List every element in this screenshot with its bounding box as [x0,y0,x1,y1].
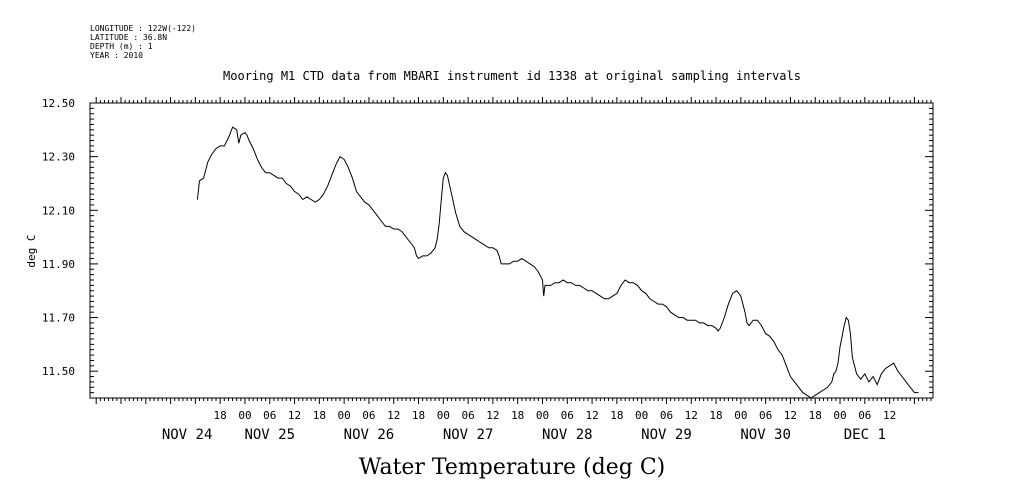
x-axis: 18 00 06 12 18 00 06 12 18 00 06 12 18 00 06 12 18 00 06 12… [95,97,932,443]
x-hour-label: 12 [685,409,698,422]
x-day-label: NOV 25 [244,427,295,443]
x-hour-label: 06 [858,409,871,422]
x-hour-label: 00 [734,409,747,422]
longitude-text: LONGITUDE : 122W(-122) [90,24,196,33]
x-day-label: NOV 27 [443,427,494,443]
x-hour-label: 12 [486,409,499,422]
metadata-block: LONGITUDE : 122W(-122) LATITUDE : 36.8N … [90,24,196,60]
plot-frame [89,102,934,399]
x-hour-label: 06 [759,409,772,422]
x-hour-label: 00 [833,409,846,422]
series-group [196,126,919,399]
x-day-label: NOV 24 [162,427,213,443]
x-hour-label: 12 [784,409,797,422]
x-hour-label: 12 [387,409,400,422]
x-hour-label: 06 [461,409,474,422]
x-axis-title: Water Temperature (deg C) [359,455,666,480]
x-hour-label: 12 [288,409,301,422]
y-tick-label: 12.50 [42,97,75,110]
x-hour-label: 00 [437,409,450,422]
x-hour-label: 06 [263,409,276,422]
x-hour-label: 18 [214,409,227,422]
x-hour-label: 18 [809,409,822,422]
year-text: YEAR : 2010 [90,51,143,60]
x-hour-label: 06 [561,409,574,422]
chart-title: Mooring M1 CTD data from MBARI instrumen… [223,69,801,83]
y-tick-label: 12.30 [42,151,75,164]
x-hour-label: 00 [635,409,648,422]
x-day-label: NOV 28 [542,427,593,443]
x-hour-label: 18 [412,409,425,422]
depth-text: DEPTH (m) : 1 [90,42,153,51]
x-hour-label: 00 [338,409,351,422]
x-day-label: NOV 26 [344,427,395,443]
x-hour-label: 06 [660,409,673,422]
y-tick-label: 11.50 [42,365,75,378]
x-hour-label: 00 [238,409,251,422]
x-hour-label: 12 [585,409,598,422]
series-line-0 [196,126,919,399]
x-hour-label: 18 [610,409,623,422]
y-axis: 12.50 12.30 12.10 11.90 11.70 11.50 [42,97,933,399]
x-hour-label: 18 [511,409,524,422]
x-day-label: NOV 29 [641,427,692,443]
y-tick-label: 11.70 [42,312,75,325]
y-tick-label: 11.90 [42,258,75,271]
x-hour-label: 18 [709,409,722,422]
y-axis-label: deg C [25,234,38,267]
x-hour-label: 12 [883,409,896,422]
y-tick-label: 12.10 [42,204,75,217]
x-hour-label: 00 [536,409,549,422]
x-day-label: NOV 30 [740,427,791,443]
x-hour-label: 18 [313,409,326,422]
latitude-text: LATITUDE : 36.8N [90,33,167,42]
x-day-label: DEC 1 [844,427,886,443]
x-hour-label: 06 [362,409,375,422]
